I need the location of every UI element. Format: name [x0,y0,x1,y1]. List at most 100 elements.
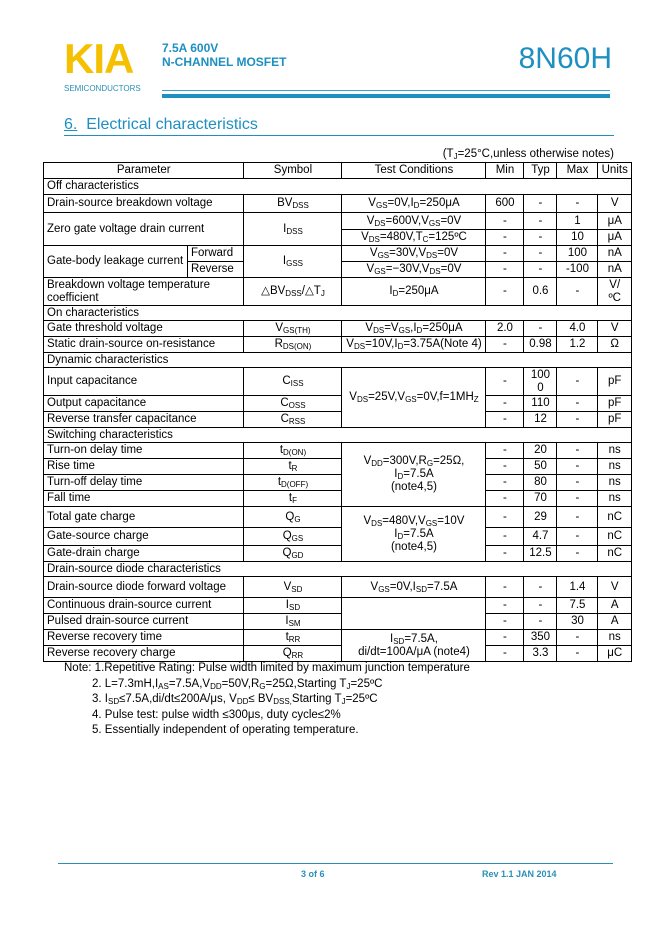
group-row: Drain-source diode characteristics [43,561,632,577]
typ-cell: 12 [523,411,558,428]
parameter-cell: Gate threshold voltage [42,320,245,337]
symbol-cell: tD(OFF) [243,474,343,491]
note-item: 4. Pulse test: pulse width ≤300μs, duty … [92,708,341,721]
parameter-cell: Drain-source diode forward voltage [42,576,245,598]
symbol-cell: BVDSS [243,194,343,213]
units-cell: A [597,613,632,630]
test-conditions-cell: ID=250μA [341,277,487,306]
min-cell: - [485,261,525,278]
table-row: Turn-on delay time tD(ON) VDD=300V,RG=25Ω,… [42,442,632,507]
electrical-characteristics-table: Parameter Symbol Test Conditions Min Typ Max U… [42,162,632,662]
group-row: On characteristics [43,305,632,321]
table-row: Zero gate voltage drain current IDSS VDS=6… [42,212,632,246]
units-cell: V [597,320,632,337]
parameter-sub-cell: Reverse [186,261,245,278]
header-max: Max [556,162,599,179]
table-header-row: Parameter Symbol Test Conditions Min Typ Max U… [42,162,632,179]
typ-cell: 80 [523,474,558,491]
min-cell: - [485,645,525,662]
header-symbol: Symbol [243,162,343,179]
parameter-cell: Output capacitance [42,395,245,412]
typ-cell: 3.3 [523,645,558,662]
parameter-cell: Continuous drain-source current [42,597,245,614]
min-cell: - [485,613,525,630]
min-cell: - [485,395,525,412]
symbol-cell: ISD [243,597,343,614]
header-units: Units [597,162,632,179]
typ-cell: 20 [523,442,558,459]
test-conditions-cell: VDS=25V,VGS=0V,f=1MHZ [341,367,487,428]
symbol-cell: QG [243,506,343,528]
header-parameter: Parameter [42,162,245,179]
units-cell: pF [597,411,632,428]
parameter-cell: Reverse recovery time [42,629,245,646]
min-cell: - [485,336,525,353]
typ-cell: 50 [523,458,558,475]
footer-divider [58,863,613,864]
parameter-cell: Turn-off delay time [42,474,245,491]
max-cell: - [556,411,599,428]
symbol-cell: RDS(ON) [243,336,343,353]
min-cell: - [485,474,525,491]
table-row: Reverse recovery time tRR ISD=7.5A, di/dt=1… [42,629,632,662]
parameter-cell: Static drain-source on-resistance [42,336,245,353]
test-conditions-cell: VGS=30V,VDS=0V [341,245,487,262]
note-item: 5. Essentially independent of operating … [92,724,359,737]
symbol-cell: COSS [243,395,343,412]
table-row: Continuous drain-source current ISD - -7.5 A [42,597,632,630]
typ-cell: 1000 [523,367,558,396]
group-label: On characteristics [43,305,632,321]
units-cell: ns [597,490,632,507]
kia-logo: KIA [64,35,134,82]
units-cell: nC [597,527,632,546]
units-cell: Ω [597,336,632,353]
min-cell: - [485,411,525,428]
parameter-cell: Input capacitance [42,367,245,396]
page-number: 3 of 6 [301,869,325,879]
table-row: VDS=480V,TC=125ºC - -10 μA [44,229,632,246]
max-cell: 100 [556,245,599,262]
test-conditions-cell: VDS=VGS,ID=250μA [341,320,487,337]
max-cell: 1 [556,212,599,230]
header-test-conditions: Test Conditions [341,162,487,179]
max-cell: -100 [556,261,599,278]
parameter-cell: Breakdown voltage temperature coefficien… [42,277,245,306]
typ-cell: 0.98 [523,336,558,353]
test-conditions-cell [341,597,487,630]
parameter-sub-cell: Forward [186,245,245,262]
table-row: Gate-source charge QGS -4.7- nC [42,527,632,546]
symbol-cell: tR [243,458,343,475]
logo-subtitle: SEMICONDUCTORS [64,84,141,93]
units-cell: ns [597,629,632,646]
group-row: Dynamic characteristics [43,352,632,368]
table-row: Drain-source diode forward voltage VSD VGS… [42,576,632,598]
header-min: Min [485,162,525,179]
typ-cell: - [523,261,558,278]
table-row: Rise time tR -50- ns [42,458,632,475]
table-row: Gate-body leakage current Forward IGSS VGS=… [43,245,632,278]
symbol-cell: CRSS [243,411,343,428]
max-cell: - [556,490,599,507]
max-cell: 30 [556,613,599,630]
notes: Note: 1.Repetitive Rating: Pulse width l… [64,661,470,739]
note-item: 2. L=7.3mH,IAS=7.5A,VDD=50V,RG=25Ω,Start… [92,677,383,691]
parameter-cell: Reverse recovery charge [42,645,245,662]
type-line: N-CHANNEL MOSFET [162,55,287,69]
symbol-cell: VGS(TH) [243,320,343,337]
units-cell: ns [597,474,632,491]
symbol-cell: tRR [243,629,343,646]
typ-cell: - [523,229,558,246]
note-item: 3. ISD≤7.5A,di/dt≤200A/μs, VDD≤ BVDSS,St… [92,693,378,707]
section-number: 6. [64,116,78,133]
revision: Rev 1.1 JAN 2014 [482,869,557,879]
part-number: 8N60H [518,42,612,75]
table-row: Static drain-source on-resistance RDS(ON)… [42,336,632,353]
typ-cell: - [523,320,558,337]
group-label: Dynamic characteristics [43,352,632,368]
typ-cell: - [523,245,558,262]
symbol-cell: QGD [243,545,343,562]
test-conditions-cell: VGS=0V,ISD=7.5A [341,576,487,598]
parameter-cell: Gate-source charge [42,527,245,546]
rating-line: 7.5A 600V [162,41,219,55]
